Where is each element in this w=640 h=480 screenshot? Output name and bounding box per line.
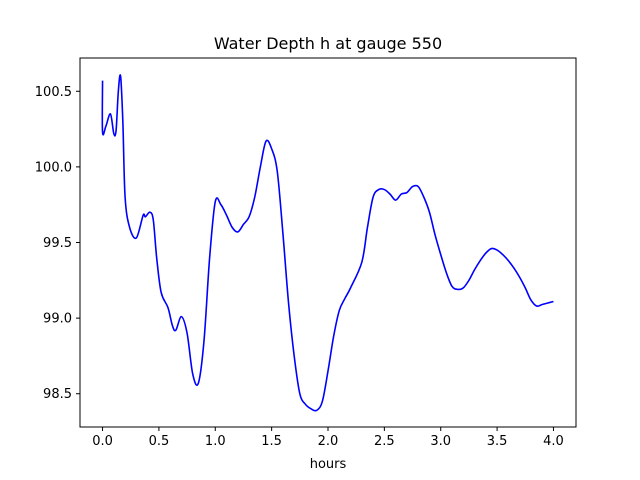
x-tick-label: 1.0 [205,434,226,449]
y-tick-label: 99.5 [43,236,72,251]
x-tick-label: 3.0 [430,434,451,449]
x-tick-label: 2.5 [374,434,395,449]
x-axis-label: hours [310,457,347,472]
x-tick-label: 2.0 [318,434,339,449]
y-tick-label: 100.0 [35,160,72,175]
x-tick-label: 4.0 [543,434,564,449]
x-tick-label: 3.5 [487,434,508,449]
series-line-0 [101,74,554,412]
x-axis: 0.0 0.5 1.0 1.5 2.0 2.5 3.0 3.5 4.0 [92,427,564,449]
y-tick-label: 99.0 [43,312,72,327]
y-axis: 98.5 99.0 99.5 100.0 100.5 [35,85,80,402]
x-tick-label: 1.5 [261,434,282,449]
x-tick-label: 0.0 [92,434,113,449]
x-tick-label: 0.5 [149,434,170,449]
series-layer [101,74,554,412]
y-tick-label: 98.5 [43,387,72,402]
y-tick-label: 100.5 [35,85,72,100]
chart-title: Water Depth h at gauge 550 [214,34,442,53]
